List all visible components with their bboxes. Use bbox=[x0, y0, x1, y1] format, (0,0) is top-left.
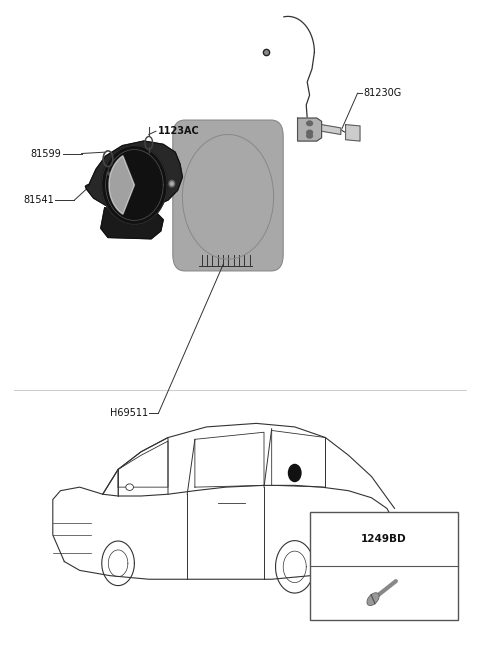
Polygon shape bbox=[102, 146, 167, 224]
Ellipse shape bbox=[367, 593, 379, 605]
Ellipse shape bbox=[307, 133, 312, 138]
Polygon shape bbox=[85, 141, 182, 210]
Ellipse shape bbox=[126, 484, 133, 491]
Text: 81599: 81599 bbox=[31, 148, 61, 159]
Polygon shape bbox=[182, 134, 274, 259]
Text: 81541: 81541 bbox=[23, 195, 54, 205]
Ellipse shape bbox=[169, 180, 175, 187]
Polygon shape bbox=[298, 118, 322, 141]
Bar bbox=[310, 512, 458, 620]
Polygon shape bbox=[346, 125, 360, 141]
Polygon shape bbox=[322, 125, 341, 134]
FancyBboxPatch shape bbox=[173, 120, 283, 271]
Text: H69511: H69511 bbox=[110, 408, 148, 419]
Ellipse shape bbox=[170, 182, 173, 185]
Text: 1123AC: 1123AC bbox=[157, 126, 199, 136]
Polygon shape bbox=[101, 208, 163, 239]
Ellipse shape bbox=[307, 121, 312, 126]
Text: 81230G: 81230G bbox=[364, 88, 402, 98]
Circle shape bbox=[288, 464, 301, 482]
Polygon shape bbox=[109, 155, 134, 215]
Ellipse shape bbox=[307, 130, 312, 135]
Text: 1249BD: 1249BD bbox=[361, 534, 407, 544]
